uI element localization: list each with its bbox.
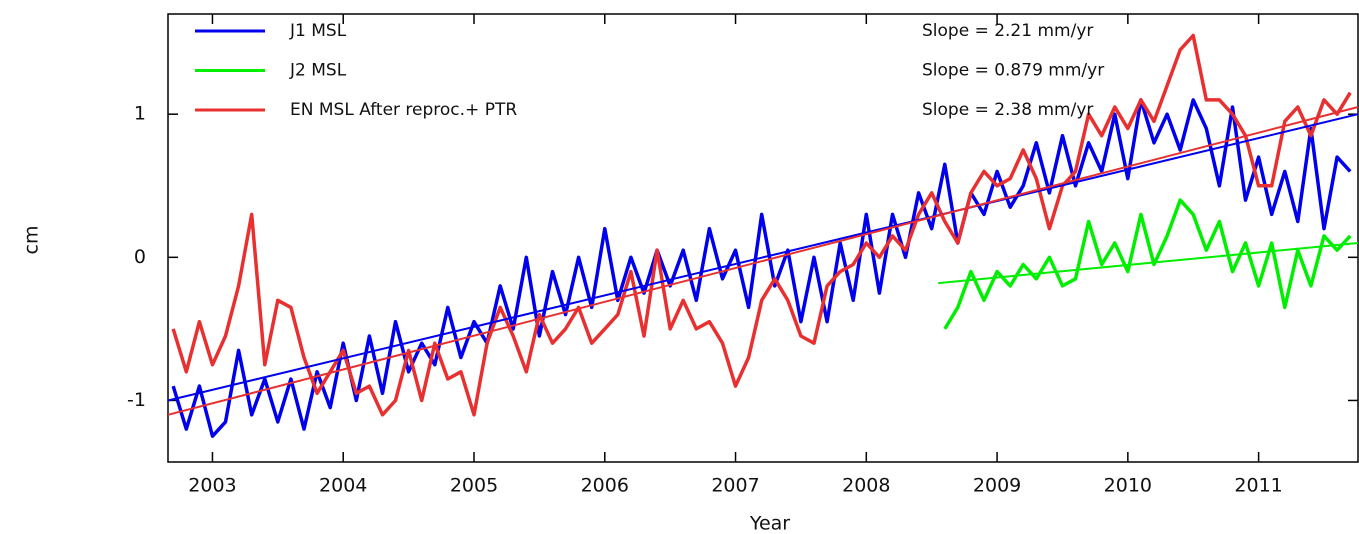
x-tick-label: 2003	[188, 475, 236, 497]
x-tick-label: 2005	[450, 475, 498, 497]
trend-line	[938, 242, 1359, 285]
trend-line	[167, 113, 1359, 402]
plot-frame	[167, 13, 1359, 463]
legend-label: J1 MSL	[289, 21, 347, 41]
legend-label: EN MSL After reproc.+ PTR	[290, 100, 517, 120]
x-tick-label: 2007	[711, 475, 759, 497]
x-tick-label: 2010	[1104, 475, 1152, 497]
x-tick-label: 2004	[319, 475, 367, 497]
slope-annotation: Slope = 0.879 mm/yr	[922, 61, 1104, 81]
series-line	[171, 98, 1352, 438]
x-tick-label: 2008	[842, 475, 890, 497]
y-tick-label: 0	[134, 246, 146, 268]
series-line	[943, 198, 1352, 330]
x-axis-label: Year	[749, 513, 790, 534]
x-tick-label: 2011	[1234, 475, 1282, 497]
x-tick-label: 2006	[581, 475, 629, 497]
legend-label: J2 MSL	[289, 61, 347, 81]
slope-annotation: Slope = 2.21 mm/yr	[922, 21, 1093, 41]
x-tick-label: 2009	[973, 475, 1021, 497]
trend-line	[167, 106, 1359, 416]
slope-annotation: Slope = 2.38 mm/yr	[922, 100, 1093, 120]
y-tick-label: 1	[134, 103, 146, 125]
y-axis-label: cm	[21, 226, 43, 255]
y-tick-label: -1	[127, 389, 146, 411]
series-line	[171, 33, 1352, 417]
